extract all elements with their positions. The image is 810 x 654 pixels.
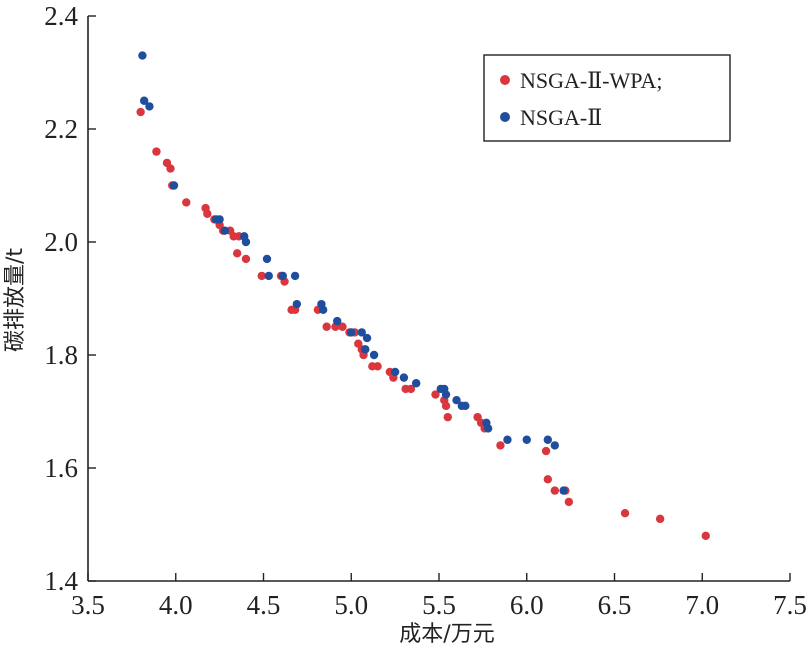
x-tick-label: 6.0 bbox=[510, 590, 544, 620]
y-tick-label: 1.4 bbox=[44, 566, 78, 596]
scatter-point bbox=[701, 531, 710, 540]
scatter-point bbox=[399, 373, 409, 382]
scatter-point bbox=[145, 102, 154, 111]
y-axis-label: 碳排放量/t bbox=[3, 248, 28, 352]
scatter-point bbox=[333, 316, 342, 326]
x-tick-label: 7.5 bbox=[773, 590, 807, 620]
scatter-point bbox=[220, 226, 230, 235]
scatter-point bbox=[169, 181, 179, 190]
scatter-point bbox=[357, 328, 366, 337]
scatter-point bbox=[550, 441, 560, 450]
scatter-point bbox=[564, 497, 574, 507]
scatter-point bbox=[203, 209, 212, 218]
x-tick-label: 3.5 bbox=[71, 590, 105, 620]
scatter-point bbox=[292, 299, 302, 309]
y-tick-label: 2.2 bbox=[44, 114, 78, 144]
scatter-point bbox=[347, 328, 356, 337]
points-layer bbox=[136, 51, 710, 540]
legend: NSGA-Ⅱ-WPA; NSGA-Ⅱ bbox=[483, 54, 731, 142]
scatter-point bbox=[361, 345, 370, 354]
scatter-point bbox=[390, 367, 400, 377]
scatter-point bbox=[338, 322, 347, 331]
scatter-point bbox=[441, 401, 451, 411]
x-tick-label: 5.0 bbox=[334, 590, 368, 620]
scatter-point bbox=[322, 322, 331, 331]
scatter-point bbox=[431, 390, 440, 399]
y-tick-label: 2.4 bbox=[44, 1, 78, 31]
scatter-point bbox=[522, 435, 531, 444]
legend-marker-nsga bbox=[500, 112, 510, 122]
scatter-point bbox=[655, 514, 665, 524]
scatter-point bbox=[318, 305, 328, 314]
x-tick-label: 4.0 bbox=[159, 590, 193, 620]
x-tick-label: 5.5 bbox=[422, 590, 456, 620]
scatter-point bbox=[496, 441, 505, 450]
scatter-point bbox=[373, 362, 382, 371]
scatter-point bbox=[443, 412, 452, 422]
scatter-point bbox=[139, 96, 149, 105]
scatter-point bbox=[362, 333, 372, 343]
scatter-point bbox=[290, 271, 300, 281]
scatter-point bbox=[543, 475, 553, 484]
scatter-point bbox=[136, 107, 145, 117]
scatter-point bbox=[138, 51, 147, 60]
scatter-point bbox=[215, 215, 224, 224]
scatter-point bbox=[241, 237, 251, 247]
legend-box bbox=[483, 54, 731, 142]
series-nsga bbox=[138, 51, 568, 495]
legend-label-nsga-wpa: NSGA-Ⅱ-WPA; bbox=[520, 68, 662, 93]
y-tick-label: 2.0 bbox=[44, 227, 78, 257]
scatter-point bbox=[461, 401, 470, 411]
scatter-point bbox=[166, 164, 175, 173]
scatter-point bbox=[152, 147, 161, 156]
scatter-point bbox=[406, 384, 416, 394]
scatter-point bbox=[182, 198, 191, 207]
scatter-point bbox=[232, 249, 242, 258]
scatter-point bbox=[257, 271, 266, 281]
scatter-point bbox=[452, 396, 461, 405]
y-tick-label: 1.8 bbox=[44, 340, 78, 370]
scatter-point bbox=[369, 350, 379, 360]
scatter-point bbox=[541, 446, 551, 456]
scatter-point bbox=[620, 509, 630, 518]
y-ticks-layer: 1.4 1.6 1.8 2.0 2.2 2.4 bbox=[44, 1, 96, 596]
scatter-point bbox=[241, 254, 251, 264]
scatter-point bbox=[411, 379, 421, 388]
scatter-point bbox=[278, 271, 288, 281]
scatter-point bbox=[559, 486, 568, 495]
scatter-point bbox=[262, 254, 272, 264]
scatter-point bbox=[483, 424, 493, 433]
scatter-point bbox=[503, 435, 512, 444]
scatter-point bbox=[441, 390, 451, 399]
legend-label-nsga: NSGA-Ⅱ bbox=[520, 105, 602, 130]
scatter-point bbox=[264, 271, 273, 281]
scatter-point bbox=[543, 435, 553, 444]
legend-marker-nsga-wpa bbox=[500, 75, 510, 85]
x-tick-label: 4.5 bbox=[247, 590, 281, 620]
x-tick-label: 7.0 bbox=[685, 590, 719, 620]
x-tick-label: 6.5 bbox=[598, 590, 632, 620]
series-nsga-wpa bbox=[136, 107, 710, 540]
x-axis-label: 成本/万元 bbox=[399, 622, 494, 647]
y-tick-label: 1.6 bbox=[44, 453, 78, 483]
x-ticks-layer: 3.5 4.0 4.5 5.0 5.5 6.0 6.5 7.0 7.5 bbox=[71, 573, 807, 620]
scatter-point bbox=[550, 486, 560, 495]
